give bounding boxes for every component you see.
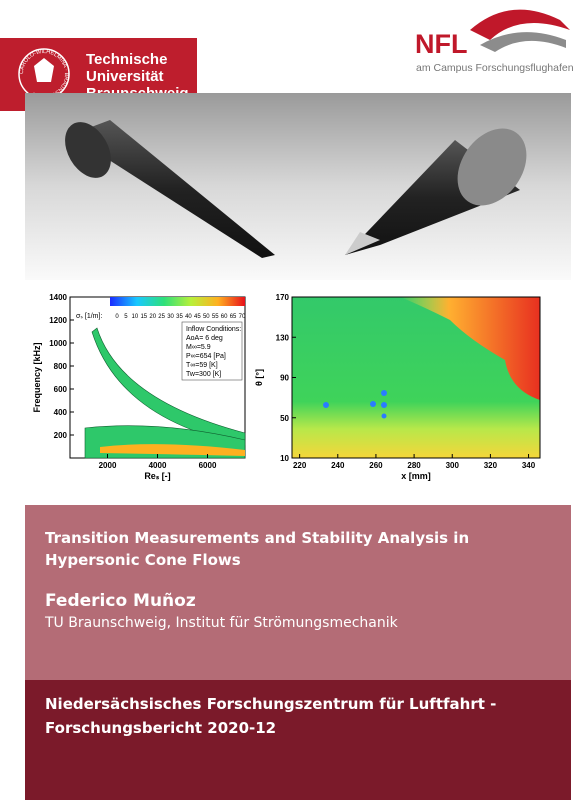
x-axis-label: x [mm] — [401, 471, 431, 481]
y-tick-label: 1400 — [49, 293, 67, 302]
unstable-core — [100, 444, 245, 456]
x-tick-label: 4000 — [149, 461, 167, 470]
y-tick-label: 1200 — [49, 316, 67, 325]
x-axis-label: Reₛ [-] — [144, 471, 170, 481]
inflow-box — [181, 321, 243, 381]
colorbar-tick-label: 35 — [176, 314, 183, 320]
x-tick-label: 340 — [522, 461, 536, 470]
university-line: Technische — [86, 51, 167, 68]
colorbar-tick-label: 50 — [203, 314, 210, 320]
colorbar-label: σₛ [1/m]: — [76, 313, 102, 320]
inflow-line: AoA= 6 deg — [186, 335, 223, 342]
cone — [70, 120, 275, 258]
inflow-line: T∞=59 [K] — [186, 362, 218, 369]
series-line: Forschungsbericht 2020-12 — [45, 719, 277, 737]
y-tick-label: 130 — [276, 333, 290, 342]
colorbar-tick-label: 0 — [115, 314, 119, 320]
university-line: Universität — [86, 68, 164, 85]
colorbar-tick-label: 10 — [132, 314, 139, 320]
y-tick-label: 170 — [276, 293, 290, 302]
colorbar-tick-label: 20 — [149, 314, 156, 320]
colorbar-tick-label: 65 — [230, 314, 237, 320]
title: Transition Measurements and Stability An… — [45, 529, 470, 569]
nfl-swoosh — [480, 32, 566, 52]
colorbar-tick-label: 70 — [239, 314, 246, 320]
inflow-line: P∞=654 [Pa] — [186, 353, 226, 360]
cone-base — [457, 128, 527, 206]
colorbar-tick-label: 25 — [158, 314, 165, 320]
title-band: Transition Measurements and Stability An… — [25, 505, 571, 680]
colorbar-tick-label: 55 — [212, 314, 219, 320]
x-tick-label: 220 — [293, 461, 307, 470]
author: Federico Muñoz — [45, 591, 196, 611]
nfl-tagline: am Campus Forschungsflughafen — [416, 62, 574, 74]
seal-lion — [34, 58, 54, 82]
inflow-line: Tw=300 [K] — [186, 371, 221, 378]
nfl-swoosh — [470, 9, 570, 40]
colorbar-tick-label: 30 — [167, 314, 174, 320]
series-band: Niedersächsisches Forschungszentrum für … — [25, 680, 571, 800]
y-tick-label: 800 — [54, 362, 68, 371]
x-tick-label: 2000 — [99, 461, 117, 470]
x-tick-label: 320 — [484, 461, 498, 470]
colorbar-tick-label: 60 — [221, 314, 228, 320]
inflow-line: Inflow Conditions: — [186, 326, 241, 333]
y-axis-label: Frequency [kHz] — [32, 342, 42, 412]
colorbar-tick-label: 45 — [194, 314, 201, 320]
y-tick-label: 1000 — [49, 339, 67, 348]
y-tick-label: 600 — [54, 385, 68, 394]
stability-diagram — [69, 296, 246, 459]
y-tick-label: 400 — [54, 408, 68, 417]
colorbar-tick-label: 15 — [140, 314, 147, 320]
inflow-line: M∞=5.9 — [186, 344, 211, 351]
colorbar — [110, 297, 245, 306]
colorbar-tick-label: 5 — [124, 314, 128, 320]
y-tick-label: 10 — [280, 454, 289, 463]
x-tick-label: 6000 — [199, 461, 217, 470]
hot-region — [400, 297, 540, 400]
y-axis-label: θ [°] — [254, 369, 264, 386]
x-tick-label: 300 — [446, 461, 460, 470]
colorbar-tick-label: 40 — [185, 314, 192, 320]
cone-tip — [345, 232, 380, 255]
x-tick-label: 280 — [407, 461, 421, 470]
heat-map — [291, 296, 541, 459]
y-tick-label: 90 — [280, 374, 289, 383]
x-tick-label: 260 — [369, 461, 383, 470]
cover-art: CAROLO-WILHELMINA · BRAUNSCHWEIG Technis… — [0, 9, 574, 481]
nfl-name: NFL — [415, 29, 467, 59]
affiliation: TU Braunschweig, Institut für Strömungsm… — [45, 615, 398, 631]
y-tick-label: 50 — [280, 414, 289, 423]
x-tick-label: 240 — [331, 461, 345, 470]
series-line: Niedersächsisches Forschungszentrum für … — [45, 695, 497, 713]
y-tick-label: 200 — [54, 431, 68, 440]
cone-base — [65, 122, 111, 178]
